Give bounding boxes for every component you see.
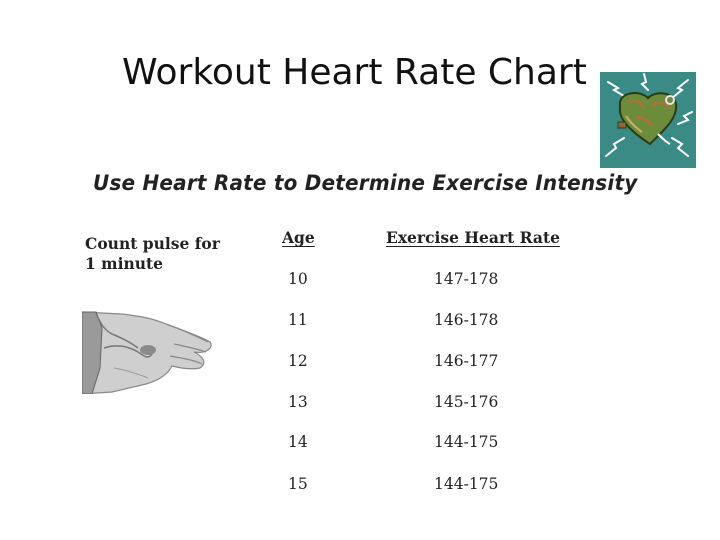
heart-lightning-logo-icon: [600, 72, 696, 168]
age-cell: 11: [288, 311, 308, 329]
age-cell: 10: [288, 270, 308, 288]
rate-cell: 146-178: [434, 311, 499, 329]
figure-subtitle: Use Heart Rate to Determine Exercise Int…: [93, 170, 638, 196]
age-column-header: Age: [282, 228, 315, 247]
wrist-pulse-hand-icon: [81, 308, 217, 395]
pulse-instruction-line1: Count pulse for: [85, 234, 220, 253]
age-cell: 15: [288, 475, 308, 493]
rate-column-header: Exercise Heart Rate: [386, 228, 560, 247]
pulse-instruction-line2: 1 minute: [85, 254, 164, 273]
age-cell: 14: [288, 433, 308, 451]
rate-cell: 144-175: [434, 433, 499, 451]
rate-cell: 145-176: [434, 393, 499, 411]
pulse-instruction: Count pulse for 1 minute: [85, 234, 265, 274]
rate-cell: 144-175: [434, 475, 499, 493]
rate-cell: 147-178: [434, 270, 499, 288]
rate-cell: 146-177: [434, 352, 499, 370]
age-cell: 12: [288, 352, 308, 370]
age-cell: 13: [288, 393, 308, 411]
slide-title: Workout Heart Rate Chart: [122, 52, 587, 93]
